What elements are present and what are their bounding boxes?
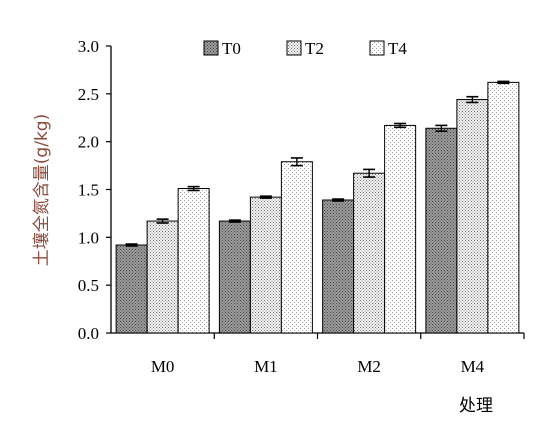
legend-swatch — [203, 40, 219, 56]
error-bar-T0-M1 — [228, 219, 241, 223]
x-tick-label: M4 — [461, 357, 485, 376]
y-tick-label: 2.0 — [78, 133, 99, 152]
error-bar-T0-M4 — [435, 124, 448, 132]
x-tick-label: M0 — [151, 357, 175, 376]
bar-T4-M0 — [177, 188, 210, 334]
y-tick-label: 0.0 — [78, 324, 99, 343]
bar-T2-M4 — [456, 99, 489, 334]
error-bar-T4-M4 — [497, 80, 510, 85]
error-bar-T2-M2 — [363, 168, 376, 178]
error-bar-T2-M1 — [259, 195, 272, 199]
bar-T0-M2 — [322, 199, 355, 334]
bar-T2-M0 — [146, 220, 179, 334]
legend-label: T4 — [388, 39, 407, 58]
error-bar-T2-M4 — [466, 95, 479, 104]
bar-T0-M0 — [115, 244, 148, 334]
axes: 0.0 0.5 1.0 1.5 2.0 2.5 3.0 M0 M1 M2 M4 — [78, 37, 525, 376]
error-bar-T2-M0 — [156, 218, 169, 224]
legend-item-T2: T2 — [286, 39, 324, 58]
legend-swatch — [286, 40, 302, 56]
bar-T2-M2 — [353, 172, 386, 334]
legend: T0 T2 T4 — [203, 39, 407, 58]
legend-item-T4: T4 — [369, 39, 407, 58]
legend-item-T0: T0 — [203, 39, 241, 58]
bar-T2-M1 — [249, 196, 282, 334]
bar-T0-M4 — [425, 127, 458, 334]
y-axis-label: 土壤全氮含量(g/kg) — [31, 114, 52, 266]
error-bar-T4-M1 — [290, 157, 303, 167]
error-bar-T4-M0 — [187, 185, 200, 192]
x-tick-label: M1 — [254, 357, 278, 376]
x-axis-label: 处理 — [459, 396, 493, 416]
y-tick-label: 0.5 — [78, 276, 99, 295]
bar-T4-M1 — [280, 161, 313, 334]
bar-T4-M2 — [384, 124, 417, 334]
legend-swatch — [369, 40, 385, 56]
legend-label: T2 — [305, 39, 324, 58]
bars — [115, 81, 520, 334]
error-bar-T0-M0 — [125, 243, 138, 247]
bar-T4-M4 — [487, 81, 520, 334]
error-bar-T0-M2 — [332, 198, 345, 202]
error-bars — [125, 80, 510, 247]
error-bar-T4-M2 — [394, 122, 407, 129]
y-tick-label: 1.0 — [78, 228, 99, 247]
y-tick-label: 2.5 — [78, 85, 99, 104]
legend-label: T0 — [222, 39, 241, 58]
y-tick-label: 1.5 — [78, 181, 99, 200]
y-tick-label: 3.0 — [78, 37, 99, 56]
x-tick-label: M2 — [357, 357, 381, 376]
bar-T0-M1 — [218, 220, 251, 334]
